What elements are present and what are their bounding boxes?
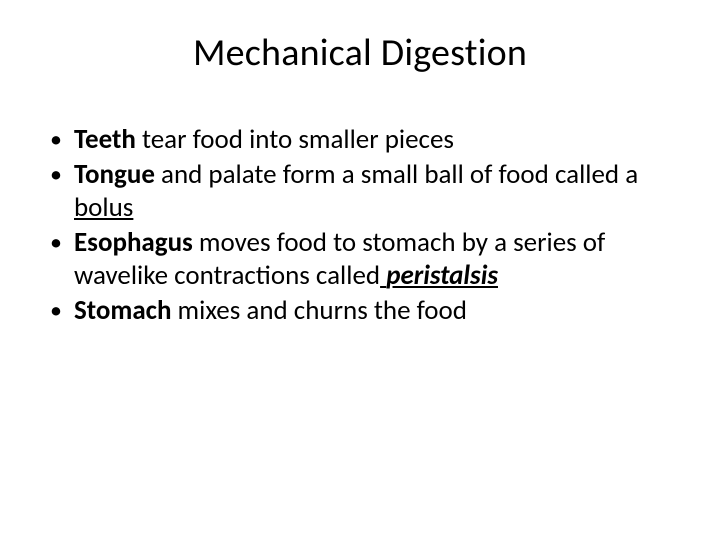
bullet-text: tear food into smaller pieces (136, 123, 454, 156)
bullet-lead: Teeth (74, 123, 136, 156)
list-item: Stomach mixes and churns the food (44, 295, 676, 328)
list-item: Tongue and palate form a small ball of f… (44, 159, 676, 225)
slide-title: Mechanical Digestion (44, 30, 676, 76)
bullet-term: bolus (74, 191, 133, 224)
bullet-lead: Stomach (74, 294, 171, 327)
bullet-list: Teeth tear food into smaller pieces Tong… (44, 124, 676, 328)
bullet-text: mixes and churns the food (171, 294, 467, 327)
bullet-text: and palate form a small ball of food cal… (155, 158, 638, 191)
list-item: Teeth tear food into smaller pieces (44, 124, 676, 157)
bullet-lead: Tongue (74, 158, 155, 191)
slide: Mechanical Digestion Teeth tear food int… (0, 0, 720, 540)
bullet-term: peristalsis (386, 259, 498, 292)
bullet-lead: Esophagus (74, 226, 193, 259)
list-item: Esophagus moves food to stomach by a ser… (44, 227, 676, 293)
